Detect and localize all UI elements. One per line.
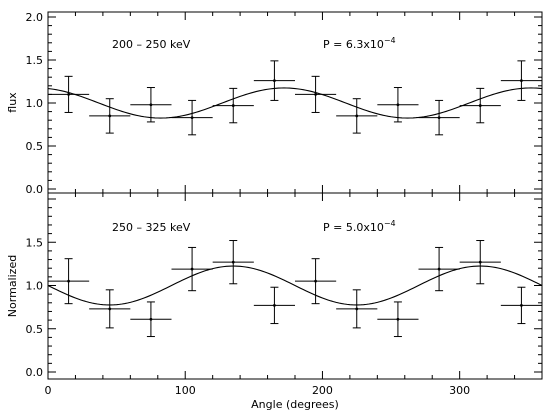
data-point (212, 87, 254, 124)
y-tick-label: 1.5 (26, 236, 44, 249)
data-point (253, 286, 295, 325)
data-point (500, 286, 542, 325)
polarization-exponent: −4 (384, 219, 396, 228)
data-marker (437, 116, 441, 120)
y-axis-title: Normalized (6, 255, 19, 317)
data-point (171, 246, 213, 292)
data-marker (437, 267, 441, 271)
y-tick-label: 0.5 (26, 323, 44, 336)
data-marker (355, 114, 359, 118)
data-marker (314, 279, 317, 283)
data-point (459, 87, 501, 124)
data-point (48, 258, 90, 305)
x-axis-title: Angle (degrees) (251, 398, 339, 411)
data-marker (396, 103, 400, 107)
y-tick-label: 0.0 (26, 183, 44, 196)
y-tick-label: 0.0 (26, 366, 44, 379)
model-curve (47, 87, 543, 119)
data-marker (520, 79, 523, 83)
x-tick-label: 0 (45, 384, 52, 397)
data-marker (273, 79, 276, 83)
data-point (418, 99, 460, 136)
data-point (295, 75, 337, 113)
energy-band-label: 200 – 250 keV (112, 38, 191, 51)
model-curve (47, 265, 543, 306)
data-marker (149, 317, 153, 321)
energy-band-label: 250 – 325 keV (112, 221, 191, 234)
y-tick-label: 0.5 (26, 140, 44, 153)
x-tick-label: 200 (312, 384, 333, 397)
data-marker (67, 93, 70, 96)
data-point (212, 240, 254, 285)
data-marker (314, 93, 317, 96)
panel-2: 0.0 0.5 1.0 1.5 0 100 200 300 Normalized Angle (d… (6, 192, 543, 411)
data-point (459, 240, 501, 285)
data-point (377, 301, 419, 338)
y-tick-label: 1.5 (26, 54, 44, 67)
data-point (89, 289, 131, 329)
y-tick-label: 1.0 (26, 280, 44, 293)
data-point (48, 75, 90, 113)
data-point (500, 60, 542, 101)
data-point (377, 87, 419, 123)
x-tick-label: 300 (449, 384, 470, 397)
data-point (253, 60, 295, 101)
data-marker (67, 279, 70, 283)
data-point (130, 87, 172, 123)
data-marker (478, 104, 482, 107)
polarization-exponent: −4 (384, 36, 396, 45)
data-point (130, 301, 172, 338)
data-point (295, 258, 337, 305)
y-tick-label: 2.0 (26, 11, 44, 24)
data-marker (108, 307, 112, 311)
data-point (336, 289, 378, 329)
y-axis-title: flux (6, 92, 19, 113)
data-marker (396, 317, 400, 321)
chart-panels: 0.0 0.5 1.0 1.5 2.0 flux 200 – 250 keV P = 6.3x… (6, 11, 543, 411)
polarization-label: P = 5.0x10−4 (323, 219, 396, 234)
data-marker (478, 260, 482, 264)
x-tick-label: 100 (175, 384, 196, 397)
data-marker (355, 307, 359, 311)
data-point (336, 98, 378, 134)
data-marker (190, 267, 194, 271)
data-marker (231, 260, 235, 264)
data-marker (108, 114, 112, 118)
data-marker (273, 303, 276, 307)
data-marker (190, 116, 194, 120)
data-marker (520, 303, 523, 307)
data-marker (149, 103, 153, 107)
data-point (89, 98, 131, 134)
polarization-label: P = 6.3x10−4 (323, 36, 396, 51)
data-marker (231, 104, 235, 107)
data-point (171, 99, 213, 136)
panel-1: 0.0 0.5 1.0 1.5 2.0 flux 200 – 250 keV P = 6.3x… (6, 11, 543, 196)
data-point (418, 246, 460, 292)
y-tick-label: 1.0 (26, 97, 44, 110)
